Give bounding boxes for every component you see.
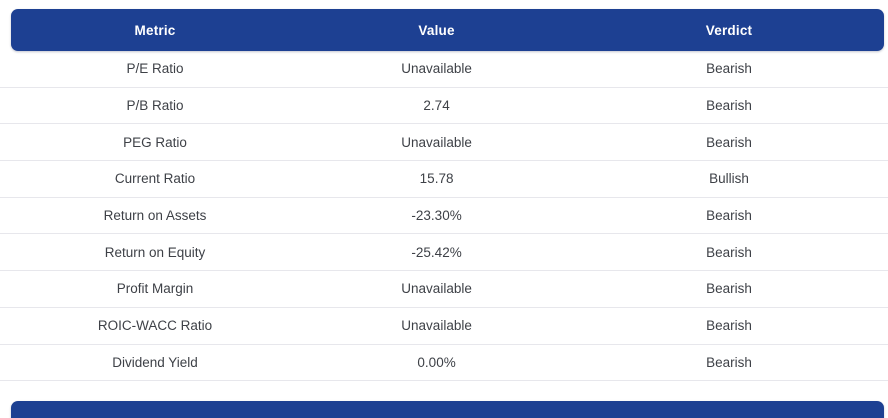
verdict-cell: Bearish xyxy=(706,98,752,114)
value-cell: Unavailable xyxy=(401,134,472,150)
value-cell: Unavailable xyxy=(401,318,472,334)
value-cell: Unavailable xyxy=(401,61,472,77)
table-row: Return on Assets -23.30% Bearish xyxy=(0,198,888,235)
table-row: Profit Margin Unavailable Bearish xyxy=(0,271,888,308)
table-row: ROIC-WACC Ratio Unavailable Bearish xyxy=(0,308,888,345)
value-cell: 2.74 xyxy=(423,98,450,114)
verdict-cell: Bullish xyxy=(709,171,749,187)
metric-cell: Current Ratio xyxy=(114,171,196,187)
value-cell: 0.00% xyxy=(417,354,456,370)
header-cell-value: Value xyxy=(418,22,455,38)
metric-cell: Dividend Yield xyxy=(112,354,198,370)
verdict-cell: Bearish xyxy=(706,134,752,150)
verdict-cell: Bearish xyxy=(706,244,752,260)
value-cell: -23.30% xyxy=(411,208,462,224)
verdict-cell: Bearish xyxy=(706,281,752,297)
table-row: P/B Ratio 2.74 Bearish xyxy=(0,88,888,125)
header-cell-metric: Metric xyxy=(134,22,176,38)
metric-cell: Profit Margin xyxy=(116,281,194,297)
verdict-cell: Bearish xyxy=(706,318,752,334)
metric-cell: P/B Ratio xyxy=(126,98,184,114)
header-cell-verdict: Verdict xyxy=(705,22,753,38)
metric-cell: Return on Assets xyxy=(103,208,207,224)
table-row: PEG Ratio Unavailable Bearish xyxy=(0,124,888,162)
table-row: P/E Ratio Unavailable Bearish xyxy=(0,51,888,88)
value-cell: 15.78 xyxy=(419,171,454,187)
table-row: Current Ratio 15.78 Bullish xyxy=(0,161,888,198)
verdict-cell: Bearish xyxy=(706,208,752,224)
verdict-cell: Bearish xyxy=(706,354,752,370)
metric-cell: PEG Ratio xyxy=(123,134,187,150)
table-body: P/E Ratio Unavailable Bearish P/B Ratio … xyxy=(0,51,888,382)
metric-cell: Return on Equity xyxy=(104,244,206,260)
verdict-cell: Bearish xyxy=(706,61,752,77)
table-row: Dividend Yield 0.00% Bearish xyxy=(0,345,888,382)
metric-cell: ROIC-WACC Ratio xyxy=(97,318,213,334)
table-row: Return on Equity -25.42% Bearish xyxy=(0,234,888,272)
value-cell: -25.42% xyxy=(411,244,462,260)
next-table-header-bar xyxy=(11,401,884,418)
table-header-row: Metric Value Verdict xyxy=(11,9,884,51)
metric-cell: P/E Ratio xyxy=(126,61,184,77)
value-cell: Unavailable xyxy=(401,281,472,297)
